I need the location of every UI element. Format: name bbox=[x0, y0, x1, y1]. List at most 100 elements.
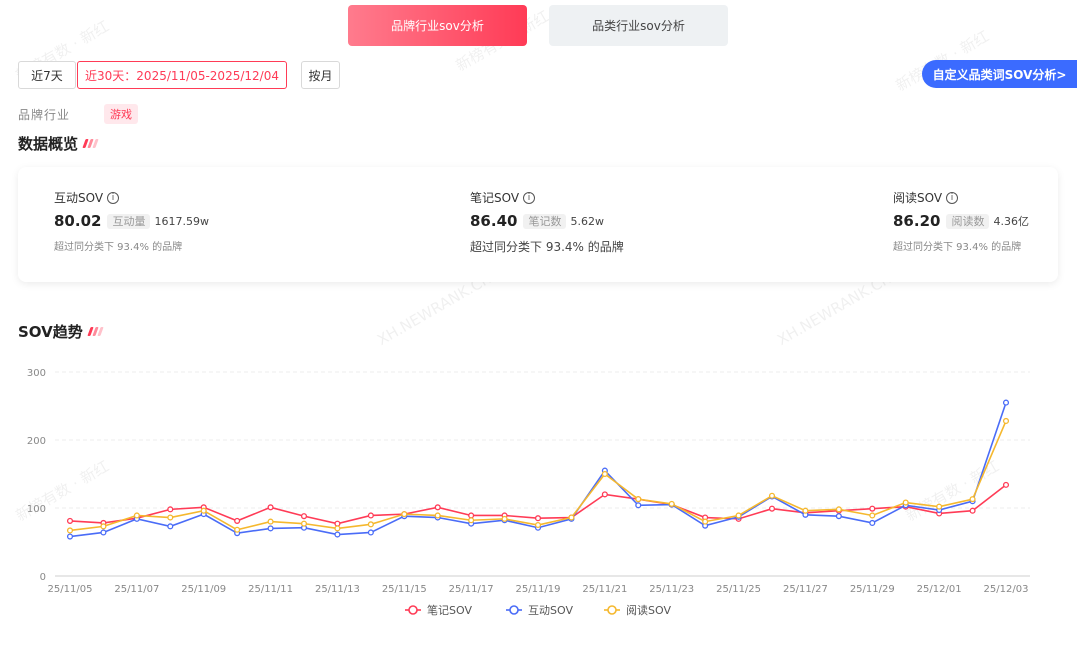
data-point[interactable] bbox=[768, 505, 776, 512]
data-point[interactable] bbox=[234, 526, 241, 533]
trend-title-text: SOV趋势 bbox=[18, 323, 83, 341]
y-tick-label: 200 bbox=[27, 436, 46, 447]
data-point[interactable] bbox=[267, 525, 274, 532]
data-point[interactable] bbox=[702, 518, 709, 525]
data-point[interactable] bbox=[334, 525, 341, 532]
data-point[interactable] bbox=[1002, 481, 1010, 488]
series-line-2 bbox=[69, 420, 1007, 532]
metric-chip: 阅读数 bbox=[946, 214, 990, 229]
data-point[interactable] bbox=[66, 517, 74, 524]
data-point[interactable] bbox=[66, 533, 74, 540]
metric-amount: 1617.59w bbox=[154, 215, 209, 228]
data-point[interactable] bbox=[902, 499, 909, 506]
title-decoration-icon bbox=[87, 327, 104, 336]
tab-brand-sov[interactable]: 品牌行业sov分析 bbox=[348, 5, 527, 46]
data-point[interactable] bbox=[869, 512, 876, 519]
overview-title-text: 数据概览 bbox=[18, 135, 79, 153]
data-point[interactable] bbox=[367, 521, 374, 528]
data-point[interactable] bbox=[768, 492, 776, 499]
data-point[interactable] bbox=[367, 512, 374, 519]
sov-trend-chart: 0 100 200 300 25/11/05 25/11/07 25/11/09 25/11/… bbox=[27, 368, 1030, 617]
x-tick-label: 25/11/29 bbox=[850, 584, 895, 595]
data-point[interactable] bbox=[334, 531, 341, 538]
x-tick-label: 25/11/09 bbox=[181, 584, 226, 595]
legend-label[interactable]: 阅读SOV bbox=[626, 603, 671, 617]
data-point[interactable] bbox=[167, 523, 174, 530]
metric-amount: 4.36亿 bbox=[993, 215, 1029, 228]
data-point[interactable] bbox=[167, 506, 174, 513]
data-point[interactable] bbox=[835, 506, 842, 513]
overview-title: 数据概览 bbox=[18, 133, 99, 154]
x-tick-label: 25/11/07 bbox=[114, 584, 159, 595]
info-icon[interactable]: i bbox=[946, 191, 959, 204]
data-point[interactable] bbox=[835, 513, 842, 520]
overview-card: 互动SOV i 80.02 互动量 1617.59w 超过同分类下 93.4% 的… bbox=[18, 167, 1058, 282]
data-point[interactable] bbox=[601, 470, 608, 478]
data-point[interactable] bbox=[869, 505, 876, 512]
data-point[interactable] bbox=[568, 514, 575, 521]
metric-chip: 互动量 bbox=[107, 214, 151, 229]
data-point[interactable] bbox=[969, 507, 976, 514]
industry-tag[interactable]: 游戏 bbox=[104, 104, 139, 124]
data-point[interactable] bbox=[534, 515, 542, 522]
data-point[interactable] bbox=[1002, 399, 1010, 406]
data-point[interactable] bbox=[334, 520, 341, 527]
x-tick-label: 25/11/13 bbox=[315, 584, 360, 595]
data-point[interactable] bbox=[234, 517, 241, 524]
x-tick-label: 25/11/15 bbox=[382, 584, 427, 595]
metric-interaction-sov: 互动SOV i 80.02 互动量 1617.59w 超过同分类下 93.4% 的… bbox=[54, 189, 209, 253]
data-point[interactable] bbox=[200, 507, 207, 514]
data-point[interactable] bbox=[300, 513, 308, 520]
data-point[interactable] bbox=[869, 519, 876, 527]
x-tick-label: 25/12/03 bbox=[984, 584, 1029, 595]
x-tick-label: 25/11/27 bbox=[783, 584, 828, 595]
metric-read-sov: 阅读SOV i 86.20 阅读数 4.36亿 超过同分类下 93.4% 的品牌 bbox=[893, 189, 1029, 253]
data-point[interactable] bbox=[100, 529, 107, 536]
data-point[interactable] bbox=[100, 523, 107, 530]
legend-marker bbox=[607, 605, 617, 615]
legend-marker bbox=[509, 605, 519, 615]
filter-last-30-days[interactable]: 近30天：2025/11/05-2025/12/04 bbox=[77, 61, 287, 89]
analysis-tabs: 品牌行业sov分析 品类行业sov分析 bbox=[348, 5, 728, 46]
data-point[interactable] bbox=[434, 512, 441, 519]
data-point[interactable] bbox=[267, 504, 274, 511]
date-filter-group: 近7天 近30天：2025/11/05-2025/12/04 按月 bbox=[18, 61, 340, 89]
info-icon[interactable]: i bbox=[523, 191, 536, 204]
data-point[interactable] bbox=[1002, 417, 1010, 425]
data-point[interactable] bbox=[167, 514, 174, 521]
tab-category-sov[interactable]: 品类行业sov分析 bbox=[549, 5, 728, 46]
data-point[interactable] bbox=[635, 502, 642, 509]
data-point[interactable] bbox=[668, 500, 675, 507]
filter-last-7-days[interactable]: 近7天 bbox=[18, 61, 76, 89]
data-point[interactable] bbox=[802, 507, 809, 514]
metric-note: 超过同分类下 93.4% 的品牌 bbox=[54, 242, 183, 253]
info-icon[interactable]: i bbox=[107, 191, 120, 204]
x-tick-label: 25/11/21 bbox=[582, 584, 627, 595]
x-tick-label: 25/11/11 bbox=[248, 584, 293, 595]
data-point[interactable] bbox=[601, 491, 608, 498]
data-point[interactable] bbox=[969, 496, 976, 503]
legend-label[interactable]: 互动SOV bbox=[528, 604, 573, 617]
data-point[interactable] bbox=[133, 512, 140, 519]
x-tick-label: 25/11/25 bbox=[716, 584, 761, 595]
metric-note: 超过同分类下 93.4% 的品牌 bbox=[470, 240, 624, 254]
x-tick-label: 25/12/01 bbox=[917, 584, 962, 595]
data-point[interactable] bbox=[534, 521, 542, 529]
data-point[interactable] bbox=[66, 527, 74, 534]
data-point[interactable] bbox=[735, 512, 742, 519]
data-point[interactable] bbox=[267, 518, 274, 525]
data-point[interactable] bbox=[501, 515, 508, 522]
filter-monthly[interactable]: 按月 bbox=[301, 61, 340, 89]
legend-label[interactable]: 笔记SOV bbox=[427, 603, 472, 617]
data-point[interactable] bbox=[468, 512, 475, 519]
data-point[interactable] bbox=[300, 520, 308, 527]
data-point[interactable] bbox=[434, 504, 441, 511]
data-point[interactable] bbox=[936, 503, 943, 510]
data-point[interactable] bbox=[367, 529, 374, 536]
data-point[interactable] bbox=[401, 511, 408, 518]
data-point[interactable] bbox=[468, 517, 475, 524]
y-tick-label: 100 bbox=[27, 504, 46, 515]
custom-category-sov-button[interactable]: 自定义品类词SOV分析> bbox=[922, 60, 1077, 88]
metric-label: 互动SOV bbox=[54, 191, 104, 205]
data-point[interactable] bbox=[635, 496, 642, 503]
